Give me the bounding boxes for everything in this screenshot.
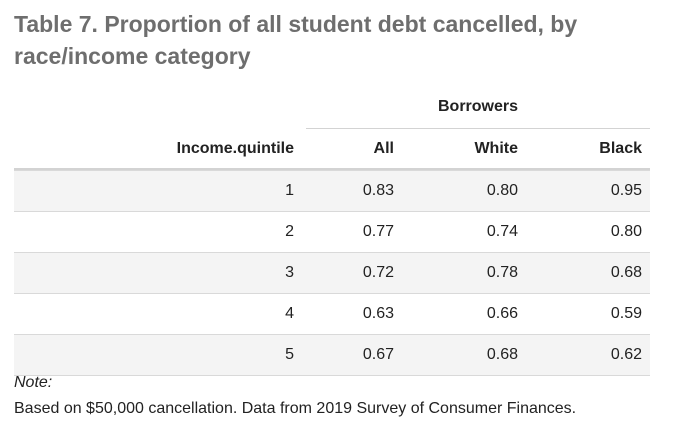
footnote: Based on $50,000 cancellation. Data from… (14, 400, 577, 417)
table-cell: 0.68 (486, 346, 518, 363)
table-cell: 0.59 (610, 305, 642, 322)
spanner-row: Borrowers (14, 92, 650, 130)
table-row: 5 0.67 0.68 0.62 (14, 334, 650, 376)
column-header: Black (599, 140, 642, 157)
table-row: 2 0.77 0.74 0.80 (14, 211, 650, 252)
table-cell: 1 (285, 182, 294, 199)
table-row: 3 0.72 0.78 0.68 (14, 252, 650, 293)
table-cell: 0.80 (610, 223, 642, 240)
table-header-row: Income.quintile All White Black (14, 130, 650, 170)
table-cell: 0.77 (362, 223, 394, 240)
column-spanner-borrowers: Borrowers (306, 92, 650, 129)
table-row: 4 0.63 0.66 0.59 (14, 293, 650, 334)
table-cell: 0.83 (362, 182, 394, 199)
table-cell: 5 (285, 346, 294, 363)
table-cell: 2 (285, 223, 294, 240)
table-row: 1 0.83 0.80 0.95 (14, 170, 650, 211)
table-cell: 4 (285, 305, 294, 322)
table-title: Table 7. Proportion of all student debt … (14, 11, 578, 69)
note-label: Note: (14, 374, 53, 391)
table-cell: 0.62 (610, 346, 642, 363)
table-body: 1 0.83 0.80 0.95 2 0.77 0.74 0.80 3 0.72 0.78 0.68 4… (14, 170, 650, 376)
column-header: Income.quintile (176, 140, 294, 157)
table-cell: 0.80 (486, 182, 518, 199)
table-cell: 0.78 (486, 264, 518, 281)
table-cell: 0.74 (486, 223, 518, 240)
column-header: White (474, 140, 518, 157)
table-cell: 0.66 (486, 305, 518, 322)
table-cell: 0.95 (610, 182, 642, 199)
table-cell: 0.68 (610, 264, 642, 281)
column-header: All (373, 140, 394, 157)
table-cell: 0.63 (362, 305, 394, 322)
table-cell: 3 (285, 264, 294, 281)
table-cell: 0.72 (362, 264, 394, 281)
table-cell: 0.67 (362, 346, 394, 363)
data-table: Borrowers Income.quintile All White Blac… (14, 92, 650, 376)
